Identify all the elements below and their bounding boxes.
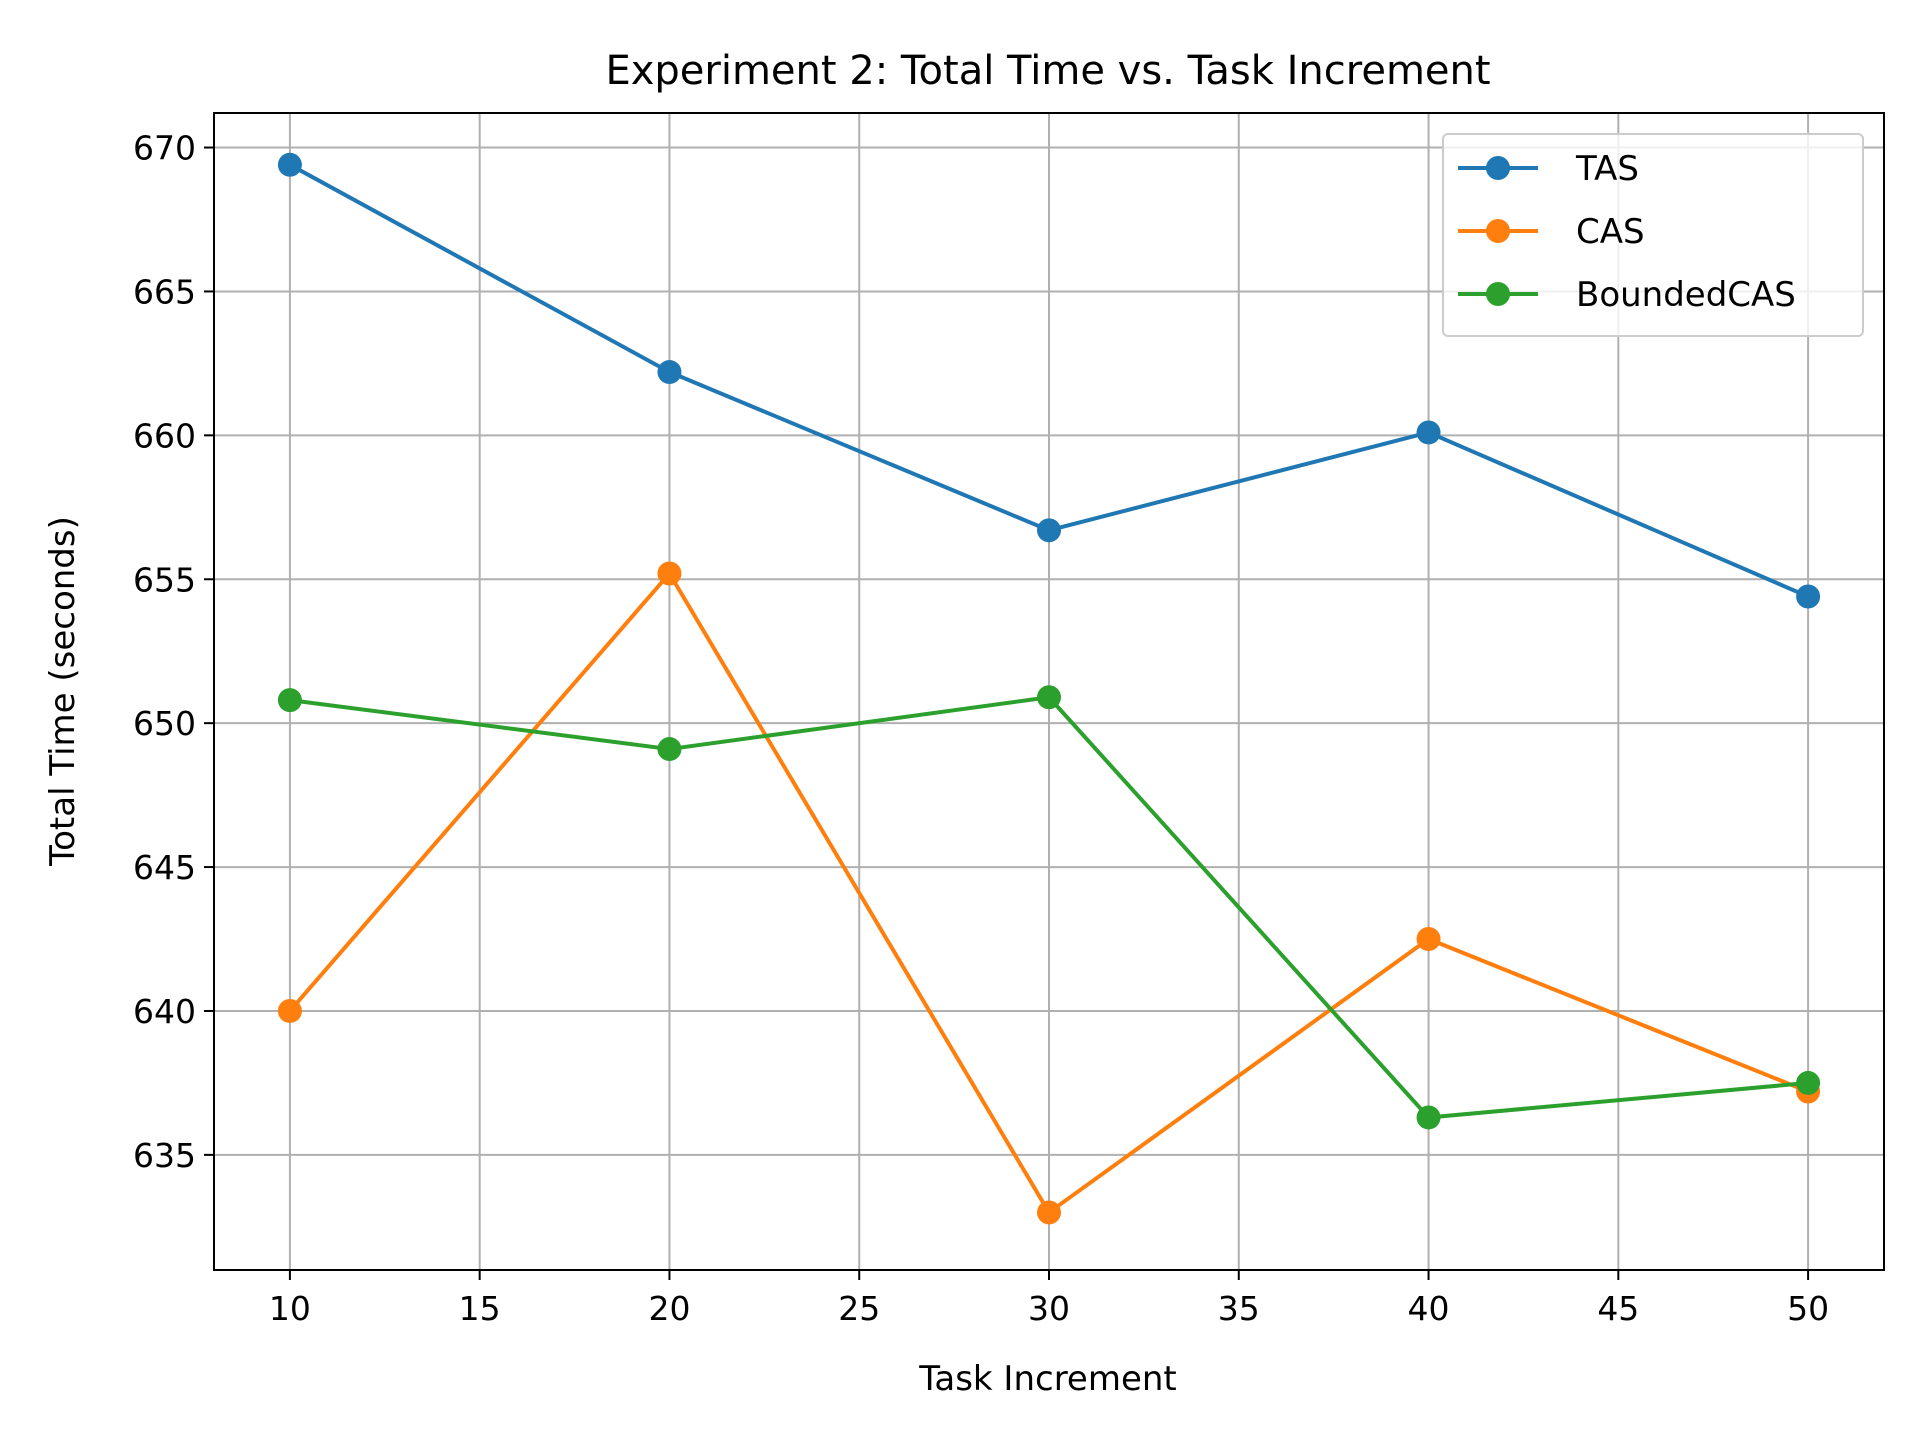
y-tick-label: 655 — [133, 560, 196, 599]
legend-item-tas: TAS — [1458, 149, 1639, 189]
x-tick-label: 10 — [269, 1289, 311, 1328]
y-tick-label: 670 — [133, 129, 196, 168]
y-tick-label: 635 — [133, 1136, 196, 1175]
data-point-tas — [657, 360, 682, 385]
data-point-boundedcas — [657, 737, 682, 762]
series-lines — [277, 152, 1821, 1225]
data-point-tas — [1037, 518, 1061, 543]
x-tick-label: 30 — [1028, 1289, 1070, 1328]
series-cas — [277, 561, 1821, 1225]
legend-label: CAS — [1576, 212, 1645, 252]
data-point-cas — [277, 998, 302, 1023]
y-tick-label: 645 — [133, 848, 196, 887]
data-point-boundedcas — [277, 688, 302, 713]
legend-item-boundedcas: BoundedCAS — [1458, 275, 1796, 315]
legend-swatch-marker — [1486, 156, 1510, 180]
data-point-tas — [1796, 584, 1821, 609]
series-tas — [277, 152, 1821, 609]
legend-label: BoundedCAS — [1576, 275, 1796, 315]
series-boundedcas — [277, 685, 1821, 1130]
y-tick-label: 640 — [133, 992, 196, 1031]
legend-swatch-marker — [1486, 282, 1510, 306]
legend: TAS CAS BoundedCAS — [1442, 133, 1864, 337]
legend-box — [1442, 133, 1864, 337]
x-axis-label: Task Increment — [918, 1359, 1177, 1399]
x-tick-label: 25 — [838, 1289, 880, 1328]
x-tick-label: 15 — [459, 1289, 501, 1328]
x-tick-label: 20 — [648, 1289, 690, 1328]
data-point-boundedcas — [1796, 1070, 1821, 1095]
data-point-tas — [277, 152, 302, 177]
x-axis-ticks: 10 15 20 25 30 35 40 45 50 — [269, 1270, 1829, 1328]
x-tick-label: 50 — [1787, 1289, 1829, 1328]
chart-title: Experiment 2: Total Time vs. Task Increm… — [605, 48, 1490, 94]
y-tick-label: 660 — [133, 416, 196, 455]
legend-label: TAS — [1575, 149, 1639, 189]
legend-swatch-marker — [1486, 219, 1510, 243]
data-point-tas — [1416, 420, 1441, 445]
y-tick-label: 650 — [133, 704, 196, 743]
x-tick-label: 35 — [1218, 1289, 1260, 1328]
data-point-boundedcas — [1416, 1105, 1441, 1130]
y-tick-label: 665 — [133, 272, 196, 311]
data-point-cas — [1037, 1200, 1061, 1225]
data-point-cas — [1416, 927, 1441, 952]
y-axis-ticks: 635 640 645 650 655 660 665 670 — [133, 129, 214, 1175]
y-axis-label: Total Time (seconds) — [43, 516, 83, 867]
data-point-cas — [657, 561, 682, 586]
x-tick-label: 45 — [1597, 1289, 1639, 1328]
data-point-boundedcas — [1037, 685, 1061, 710]
plot-area-frame — [213, 112, 1885, 1271]
x-tick-label: 40 — [1408, 1289, 1450, 1328]
legend-item-cas: CAS — [1458, 212, 1645, 252]
